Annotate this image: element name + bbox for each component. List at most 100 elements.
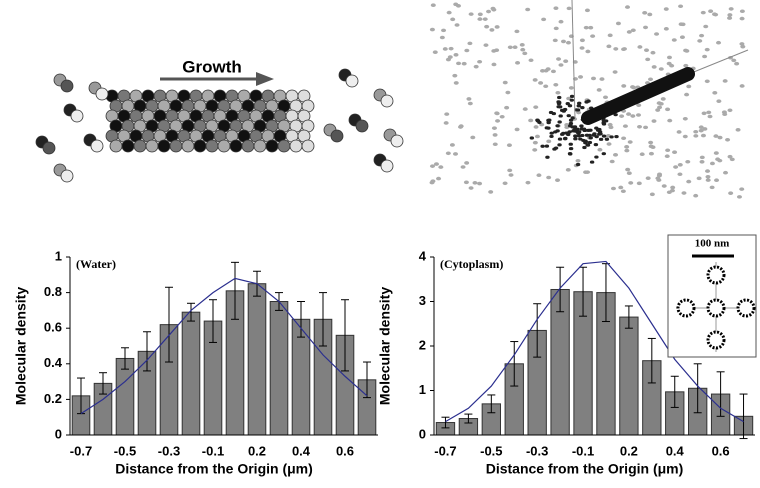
particle <box>430 3 436 7</box>
particle <box>601 152 607 156</box>
particle <box>550 69 556 74</box>
particle <box>686 179 692 184</box>
particle <box>547 118 552 122</box>
cross-section <box>706 330 726 350</box>
particle <box>701 111 707 116</box>
particle <box>533 105 539 109</box>
molecule <box>390 134 404 148</box>
bar <box>619 316 639 436</box>
particle <box>442 47 448 51</box>
particle <box>647 12 653 17</box>
particle <box>661 184 667 188</box>
bar <box>247 283 267 436</box>
particle <box>598 132 603 136</box>
error-bar <box>99 372 107 395</box>
particle <box>477 59 483 64</box>
particle <box>573 137 578 141</box>
particle <box>519 43 525 47</box>
particle <box>557 143 562 147</box>
particle <box>452 152 458 156</box>
particle <box>654 32 660 36</box>
particle <box>588 136 593 140</box>
particle <box>546 175 552 180</box>
particle <box>453 81 459 85</box>
particle <box>685 159 691 164</box>
particle <box>551 111 557 116</box>
particle <box>558 19 564 24</box>
particle <box>698 128 704 133</box>
particle <box>596 88 602 92</box>
x-axis-title: Distance from the Origin (μm) <box>486 461 684 477</box>
particle <box>673 165 679 169</box>
particle <box>734 61 740 66</box>
particle <box>705 169 711 173</box>
particle <box>607 122 613 127</box>
particle <box>505 90 511 95</box>
particle <box>506 143 512 147</box>
particle <box>532 140 538 145</box>
particle <box>706 110 712 115</box>
particle <box>700 10 706 15</box>
x-tick-label: 0.4 <box>292 443 311 458</box>
molecule <box>241 139 255 153</box>
particle <box>722 112 728 117</box>
particle <box>477 181 483 186</box>
y-tick-label: 0 <box>419 426 426 441</box>
particle <box>582 128 587 133</box>
particle <box>587 140 593 145</box>
y-axis-title: Molecular density <box>377 287 393 405</box>
particle <box>492 133 498 137</box>
bar <box>115 357 135 436</box>
x-tick-label: -0.7 <box>70 443 92 458</box>
particle <box>708 9 714 13</box>
particle <box>576 104 581 108</box>
error-bar <box>143 331 151 372</box>
particle <box>536 173 542 178</box>
particle <box>709 161 715 166</box>
particle <box>546 121 551 125</box>
particle <box>705 174 711 179</box>
particle <box>568 86 574 90</box>
error-bar <box>670 375 679 408</box>
molecule <box>229 139 243 153</box>
particle <box>676 130 682 134</box>
particle <box>615 21 621 26</box>
particle <box>649 192 655 197</box>
particle <box>489 28 495 32</box>
particle <box>453 53 459 57</box>
y-tick-label: 0.4 <box>44 355 63 370</box>
particle <box>549 134 554 139</box>
particle <box>648 151 654 156</box>
particle <box>637 124 643 129</box>
particle <box>568 142 573 146</box>
particle <box>463 180 469 185</box>
particle <box>607 33 613 38</box>
particle <box>467 41 473 46</box>
particle <box>594 155 599 159</box>
particle <box>707 114 713 119</box>
particle <box>624 145 630 149</box>
particle <box>558 63 564 67</box>
y-tick-label: 3 <box>419 293 426 308</box>
x-tick-label: -0.5 <box>114 443 136 458</box>
particle <box>722 79 728 83</box>
particle <box>696 176 702 181</box>
particle <box>657 105 663 110</box>
particle <box>454 23 460 27</box>
particle <box>729 157 735 162</box>
particle <box>567 151 573 156</box>
molecule <box>109 139 123 153</box>
x-axis-title: Distance from the Origin (μm) <box>115 461 313 477</box>
particle <box>573 134 578 138</box>
molecule <box>133 139 147 153</box>
particle <box>727 16 733 20</box>
particle <box>606 44 612 49</box>
particle <box>444 112 450 116</box>
particle <box>586 99 591 103</box>
particle <box>704 47 710 52</box>
particle <box>626 171 632 176</box>
molecule <box>265 139 279 153</box>
y-tick-label: 0.6 <box>44 320 62 335</box>
particle <box>728 7 734 11</box>
molecule <box>217 139 231 153</box>
